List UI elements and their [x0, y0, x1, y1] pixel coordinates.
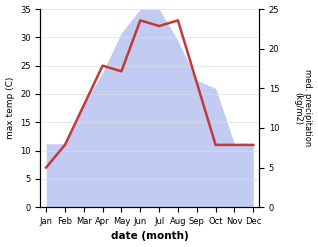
- X-axis label: date (month): date (month): [111, 231, 189, 242]
- Y-axis label: max temp (C): max temp (C): [5, 77, 15, 139]
- Y-axis label: med. precipitation
(kg/m2): med. precipitation (kg/m2): [293, 69, 313, 147]
